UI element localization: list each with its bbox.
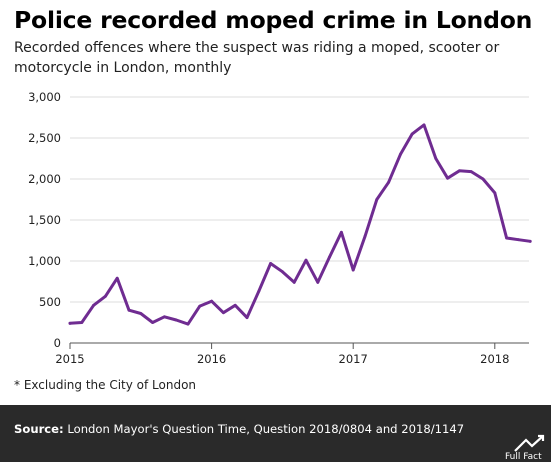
data-point	[528, 239, 532, 243]
data-point	[210, 299, 214, 303]
data-point	[517, 238, 520, 242]
y-tick-label: 1,000	[28, 254, 61, 268]
source-text: London Mayor's Question Time, Question 2…	[67, 422, 465, 436]
source-line: Source: London Mayor's Question Time, Qu…	[14, 422, 464, 436]
data-point	[233, 303, 237, 307]
series-layer	[68, 123, 532, 326]
data-point	[115, 276, 119, 280]
data-point	[316, 280, 320, 284]
y-axis-labels: 0 500 1,000 1,500 2,000 2,500 3,000	[28, 90, 61, 350]
data-point	[186, 322, 190, 326]
data-point	[151, 321, 155, 324]
y-tick-label: 2,500	[28, 131, 61, 145]
data-point	[351, 268, 355, 272]
data-point	[375, 198, 379, 201]
x-axis: 2015 2016 2017 2018	[55, 343, 509, 366]
data-point	[363, 235, 367, 238]
data-point	[127, 308, 131, 312]
x-tick-label: 2015	[55, 352, 84, 366]
data-point	[292, 280, 296, 284]
data-point	[446, 176, 449, 180]
x-tick-label: 2016	[197, 352, 226, 366]
data-point	[80, 321, 84, 324]
x-tick-label: 2018	[480, 352, 509, 366]
data-point	[493, 191, 497, 195]
full-fact-logo-icon: Full Fact	[505, 434, 545, 460]
data-point	[434, 157, 438, 160]
data-point	[92, 303, 95, 307]
source-label: Source:	[14, 422, 64, 436]
y-tick-label: 1,500	[28, 213, 61, 227]
chart-subtitle: Recorded offences where the suspect was …	[14, 40, 500, 76]
y-tick-label: 500	[39, 295, 61, 309]
data-point	[387, 180, 390, 184]
data-point	[257, 289, 261, 293]
source-footer: Source: London Mayor's Question Time, Qu…	[0, 405, 551, 462]
data-point	[399, 153, 402, 156]
data-point	[505, 236, 508, 240]
data-point	[422, 123, 426, 127]
data-point	[139, 312, 143, 315]
data-point	[481, 177, 485, 181]
y-tick-label: 3,000	[28, 90, 61, 104]
x-tick-label: 2017	[339, 352, 368, 366]
data-point	[328, 255, 331, 259]
data-point	[68, 321, 72, 325]
data-point	[245, 316, 249, 319]
data-point	[410, 132, 414, 136]
data-point	[281, 270, 284, 274]
data-point	[198, 304, 202, 308]
series-line	[68, 123, 532, 326]
data-point	[222, 311, 225, 315]
data-point	[104, 294, 107, 298]
data-point	[163, 315, 166, 319]
footnote: * Excluding the City of London	[14, 378, 197, 392]
data-point	[469, 170, 473, 174]
chart-title: Police recorded moped crime in London	[14, 6, 533, 34]
data-point	[269, 262, 272, 265]
data-point	[340, 230, 343, 234]
data-point	[174, 318, 178, 322]
data-point	[458, 169, 461, 173]
svg-text:Full Fact: Full Fact	[505, 452, 542, 460]
grid-lines	[70, 96, 529, 344]
y-tick-label: 2,000	[28, 172, 61, 186]
data-point	[304, 258, 308, 262]
y-tick-label: 0	[54, 336, 61, 350]
